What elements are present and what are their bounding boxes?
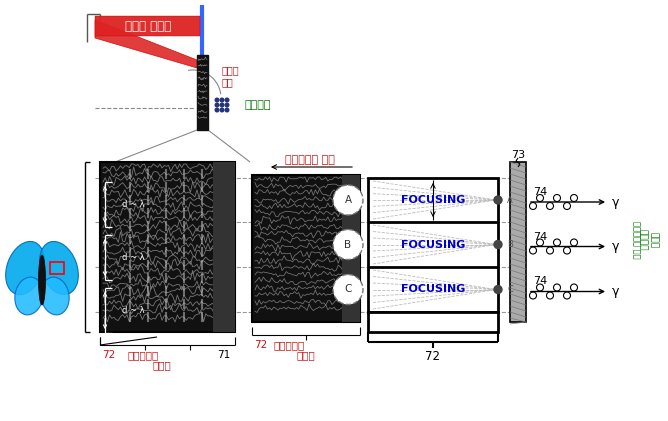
Bar [100, 162, 235, 332]
Circle shape [564, 203, 570, 210]
Circle shape [215, 98, 219, 102]
Circle shape [554, 195, 560, 202]
Bar [368, 178, 498, 312]
Bar [50, 262, 64, 274]
Text: 74: 74 [533, 232, 547, 242]
Bar [197, 55, 208, 130]
Text: 양성자
티샛: 양성자 티샛 [222, 65, 240, 87]
Text: 72: 72 [426, 349, 440, 362]
Polygon shape [95, 20, 197, 68]
Bar [368, 312, 498, 332]
Text: 나노구조색 두께: 나노구조색 두께 [285, 155, 335, 165]
Circle shape [546, 203, 554, 210]
Text: FOCUSING: FOCUSING [401, 240, 465, 250]
Text: 나노구조색 두께: 나노구조색 두께 [631, 221, 641, 259]
Circle shape [564, 292, 570, 299]
Text: 74: 74 [533, 277, 547, 287]
Ellipse shape [333, 274, 363, 304]
Text: 74: 74 [533, 187, 547, 197]
Circle shape [546, 247, 554, 254]
Ellipse shape [15, 277, 43, 315]
Text: A: A [345, 195, 351, 205]
Text: 71: 71 [216, 350, 230, 360]
Text: B: B [345, 240, 351, 250]
Circle shape [536, 284, 544, 291]
Ellipse shape [39, 255, 45, 305]
Circle shape [530, 247, 536, 254]
Text: 감마선
측정방향: 감마선 측정방향 [639, 229, 658, 251]
Circle shape [225, 98, 229, 102]
Text: 펨토초 레이저: 펨토초 레이저 [125, 19, 171, 32]
Ellipse shape [5, 241, 44, 295]
Circle shape [494, 285, 502, 293]
Bar [252, 175, 360, 322]
Text: γ: γ [613, 195, 620, 208]
Circle shape [554, 284, 560, 291]
Circle shape [536, 239, 544, 246]
Circle shape [225, 103, 229, 107]
Ellipse shape [333, 229, 363, 259]
Text: γ: γ [613, 285, 620, 298]
Text: d ~ λ: d ~ λ [122, 200, 144, 209]
Text: 가공후: 가공후 [297, 350, 315, 360]
Bar [510, 162, 526, 322]
Text: d ~ λ: d ~ λ [122, 306, 144, 315]
Circle shape [546, 292, 554, 299]
Circle shape [570, 239, 578, 246]
Text: γ: γ [613, 240, 620, 253]
Text: d ~ λ: d ~ λ [122, 253, 144, 262]
Ellipse shape [39, 241, 78, 295]
Circle shape [215, 103, 219, 107]
Circle shape [494, 196, 502, 204]
Bar [342, 175, 360, 322]
Circle shape [564, 247, 570, 254]
Ellipse shape [333, 185, 363, 215]
Text: C: C [344, 285, 351, 295]
Text: 양성자빔: 양성자빔 [245, 100, 271, 110]
Circle shape [225, 108, 229, 112]
Circle shape [536, 195, 544, 202]
Text: 73: 73 [511, 150, 525, 160]
Circle shape [570, 284, 578, 291]
Text: 72: 72 [102, 350, 116, 360]
Circle shape [570, 195, 578, 202]
Polygon shape [95, 16, 200, 36]
Circle shape [530, 203, 536, 210]
Circle shape [554, 239, 560, 246]
Text: 나노구조색: 나노구조색 [274, 340, 305, 350]
Circle shape [220, 98, 224, 102]
Text: A: A [507, 195, 513, 205]
Text: FOCUSING: FOCUSING [401, 285, 465, 295]
Ellipse shape [41, 277, 69, 315]
Circle shape [220, 108, 224, 112]
Circle shape [215, 108, 219, 112]
Text: B: B [507, 240, 513, 249]
Text: 72: 72 [254, 340, 267, 350]
Circle shape [494, 240, 502, 248]
Circle shape [530, 292, 536, 299]
Bar [213, 162, 235, 332]
Text: FOCUSING: FOCUSING [401, 195, 465, 205]
Text: 가공전: 가공전 [152, 360, 172, 370]
Text: C: C [507, 285, 513, 294]
Text: 나노구조색: 나노구조색 [128, 350, 159, 360]
Circle shape [220, 103, 224, 107]
